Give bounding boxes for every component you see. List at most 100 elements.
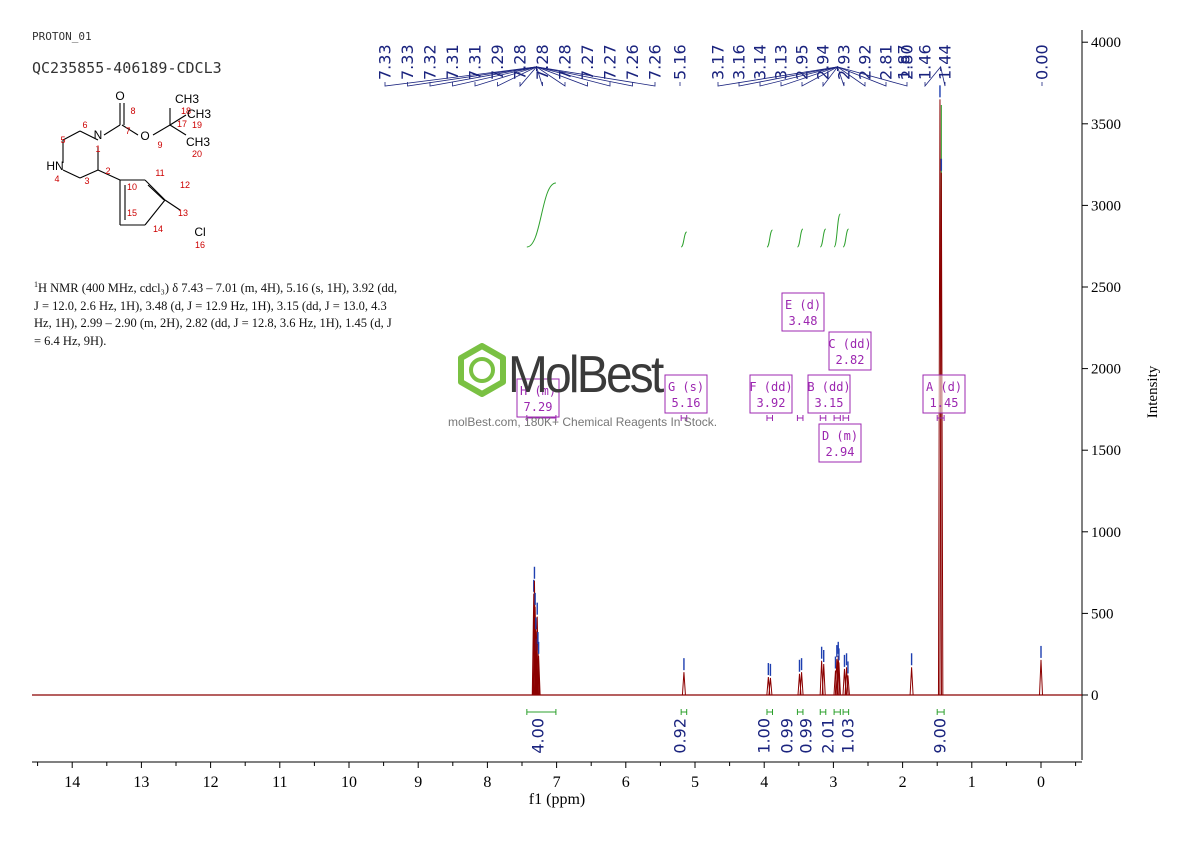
atom-label: O [140, 129, 149, 143]
multiplet-range-bar [936, 415, 945, 421]
atom-number: 3 [84, 176, 89, 186]
structure-bond [147, 184, 165, 201]
atom-number: 6 [82, 120, 87, 130]
peak-label: 7.33 [398, 44, 417, 80]
atom-number: 10 [127, 182, 137, 192]
integral-curve [680, 231, 687, 248]
atom-number: 18 [181, 106, 191, 116]
y-tick-label: 1500 [1091, 443, 1121, 459]
peak-label: 2.92 [856, 44, 875, 80]
atom-label: CH3 [187, 107, 211, 121]
atom-number: 15 [127, 208, 137, 218]
integral-bracket [819, 709, 827, 715]
atom-number: 8 [130, 106, 135, 116]
atom-number: 12 [180, 180, 190, 190]
multiplet-shift: 3.15 [815, 396, 844, 410]
nmr-description: 1H NMR (400 MHz, cdcl₃) δ 7.43 – 7.01 (m… [34, 276, 454, 350]
integral-bracket [833, 709, 841, 715]
multiplet-shift: 3.48 [789, 314, 818, 328]
spectrum-peak [821, 663, 826, 696]
multiplet-range-bar [796, 415, 804, 421]
integral-curve [796, 228, 804, 248]
x-tick-label: 0 [1037, 774, 1045, 791]
structure-bond [103, 124, 121, 136]
integral-value: 4.00 [529, 718, 548, 754]
multiplet-range-bar [842, 415, 850, 421]
integral-curve [526, 182, 557, 248]
integral-curve [766, 229, 773, 248]
spectrum-peak [937, 99, 942, 696]
logo-wordmark: MolBest [508, 346, 664, 404]
spectrum-peak [681, 672, 686, 696]
multiplet-box [807, 374, 851, 414]
x-tick-label: 11 [272, 774, 287, 791]
integral-bracket [526, 709, 557, 715]
atom-label: HN [46, 159, 63, 173]
multiplet-shift: 1.45 [930, 396, 959, 410]
x-tick-label: 4 [760, 774, 768, 791]
x-tick-label: 10 [341, 774, 357, 791]
logo-tagline: molBest.com, 180K+ Chemical Reagents In … [448, 415, 718, 429]
peak-label-connector [940, 66, 946, 87]
integral-bracket [680, 709, 688, 715]
x-axis-label: f1 (ppm) [529, 791, 585, 808]
structure-bond [144, 179, 166, 201]
integral-curve [842, 228, 850, 248]
integral-value: 0.92 [671, 718, 690, 754]
peak-label: 1.87 [895, 44, 914, 80]
structure-bond [62, 130, 81, 141]
peak-label: 2.95 [793, 44, 812, 80]
spectrum-peak [836, 662, 841, 696]
y-tick-label: 2500 [1091, 280, 1121, 296]
integral-curve [833, 213, 841, 248]
spectrum-trace [32, 85, 1082, 696]
integral-curve [819, 228, 827, 248]
y-tick-label: 4000 [1091, 35, 1121, 51]
peak-label: 7.29 [488, 44, 507, 80]
y-tick-label: 3000 [1091, 198, 1121, 214]
multiplet-box [749, 374, 793, 414]
atom-number: 17 [177, 119, 187, 129]
spectrum-peak [909, 667, 914, 696]
multiplet-box [818, 423, 862, 463]
hexagon-logo-icon [458, 343, 506, 397]
spectrum-peak [845, 675, 850, 696]
peak-label: 3.17 [709, 44, 728, 80]
spectrum-peak [536, 655, 541, 696]
x-axis: 14 13 12 11 10 9 8 7 6 5 4 3 2 1 0f1 (ppm) [32, 761, 1082, 808]
multiplet-shift: 5.16 [672, 396, 701, 410]
integral-curves [526, 105, 942, 248]
nmr-line-2: J = 12.0, 2.6 Hz, 1H), 3.48 (d, J = 12.9… [34, 298, 387, 313]
peak-label: 2.81 [877, 44, 896, 80]
peak-label: 7.32 [421, 44, 440, 80]
peak-label: 0.00 [1033, 44, 1052, 80]
structure-bond [62, 169, 81, 179]
integral-marks: 4.00 0.92 1.00 0.99 0.99 2.01 1.03 9.00 [526, 709, 950, 754]
multiplet-id: A (d) [926, 380, 962, 394]
multiplet-shift: 2.94 [826, 445, 855, 459]
nucleus-superscript: 1 [34, 280, 38, 289]
atom-number: 4 [54, 174, 59, 184]
multiplet-shift: 3.92 [757, 396, 786, 410]
atom-label: CH3 [175, 92, 199, 106]
multiplet-id: D (m) [822, 429, 858, 443]
peak-label: 3.14 [751, 44, 770, 80]
integral-value: 0.99 [778, 718, 797, 754]
peak-label: 2.93 [835, 44, 854, 80]
peak-label: 5.16 [671, 44, 690, 80]
x-tick-label: 8 [483, 774, 491, 791]
x-tick-label: 12 [203, 774, 219, 791]
peak-label: 7.27 [601, 44, 620, 80]
structure-bond [164, 199, 181, 211]
multiplet-range-bar [819, 415, 827, 421]
nmr-line-4: = 6.4 Hz, 9H). [34, 333, 107, 348]
peak-label: 1.46 [916, 44, 935, 80]
multiplet-range-bar [526, 415, 557, 421]
y-tick-label: 3500 [1091, 117, 1121, 133]
atom-number: 11 [155, 168, 164, 178]
multiplet-id: G (s) [668, 380, 704, 394]
atom-number: 19 [192, 120, 202, 130]
atom-number: 14 [153, 224, 163, 234]
y-tick-label: 0 [1091, 688, 1099, 704]
